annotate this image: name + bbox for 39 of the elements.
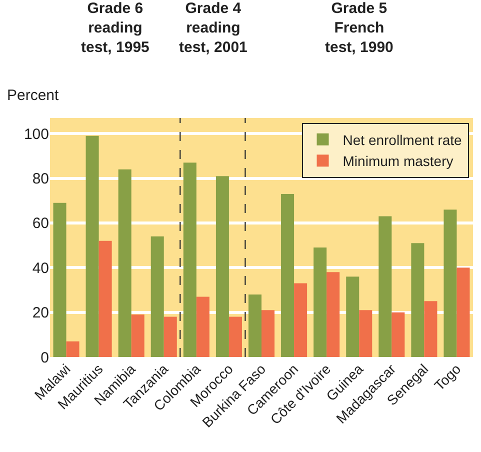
bar xyxy=(262,310,275,357)
y-tick-label: 0 xyxy=(40,349,49,366)
bar xyxy=(411,243,424,357)
bar xyxy=(98,240,112,357)
bar xyxy=(164,316,177,357)
bar xyxy=(183,162,196,357)
text: Grade 4 reading test, 2001 xyxy=(179,0,248,56)
y-axis-title: Percent xyxy=(7,87,60,104)
bar xyxy=(86,136,99,357)
y-tick-label: 20 xyxy=(32,304,49,322)
bar xyxy=(150,236,164,357)
bar xyxy=(456,268,470,357)
bar xyxy=(294,283,308,357)
x-tick-label: Togo xyxy=(431,360,464,394)
bar xyxy=(378,216,392,357)
text: Grade 5 French test, 1990 xyxy=(325,0,394,56)
bar xyxy=(444,210,457,357)
bar xyxy=(346,276,360,357)
bar xyxy=(281,194,294,357)
bar xyxy=(392,312,405,357)
text: Grade 6 reading test, 1995 xyxy=(81,0,150,56)
bar xyxy=(424,301,438,357)
bar xyxy=(228,316,242,357)
legend-label: Net enrollment rate xyxy=(342,132,462,148)
bar xyxy=(66,341,80,357)
y-tick-label: 100 xyxy=(24,126,49,143)
bar xyxy=(359,310,372,357)
bar xyxy=(196,296,210,357)
y-tick-label: 40 xyxy=(32,260,49,277)
y-tick-label: 80 xyxy=(32,170,49,188)
bar xyxy=(53,202,66,357)
bar xyxy=(314,248,327,357)
bar xyxy=(118,169,132,357)
legend-label: Minimum mastery xyxy=(342,153,454,170)
bar xyxy=(248,294,262,357)
bar xyxy=(326,272,340,357)
bar xyxy=(131,314,144,357)
bar xyxy=(216,176,229,357)
y-tick-label: 60 xyxy=(32,215,49,232)
